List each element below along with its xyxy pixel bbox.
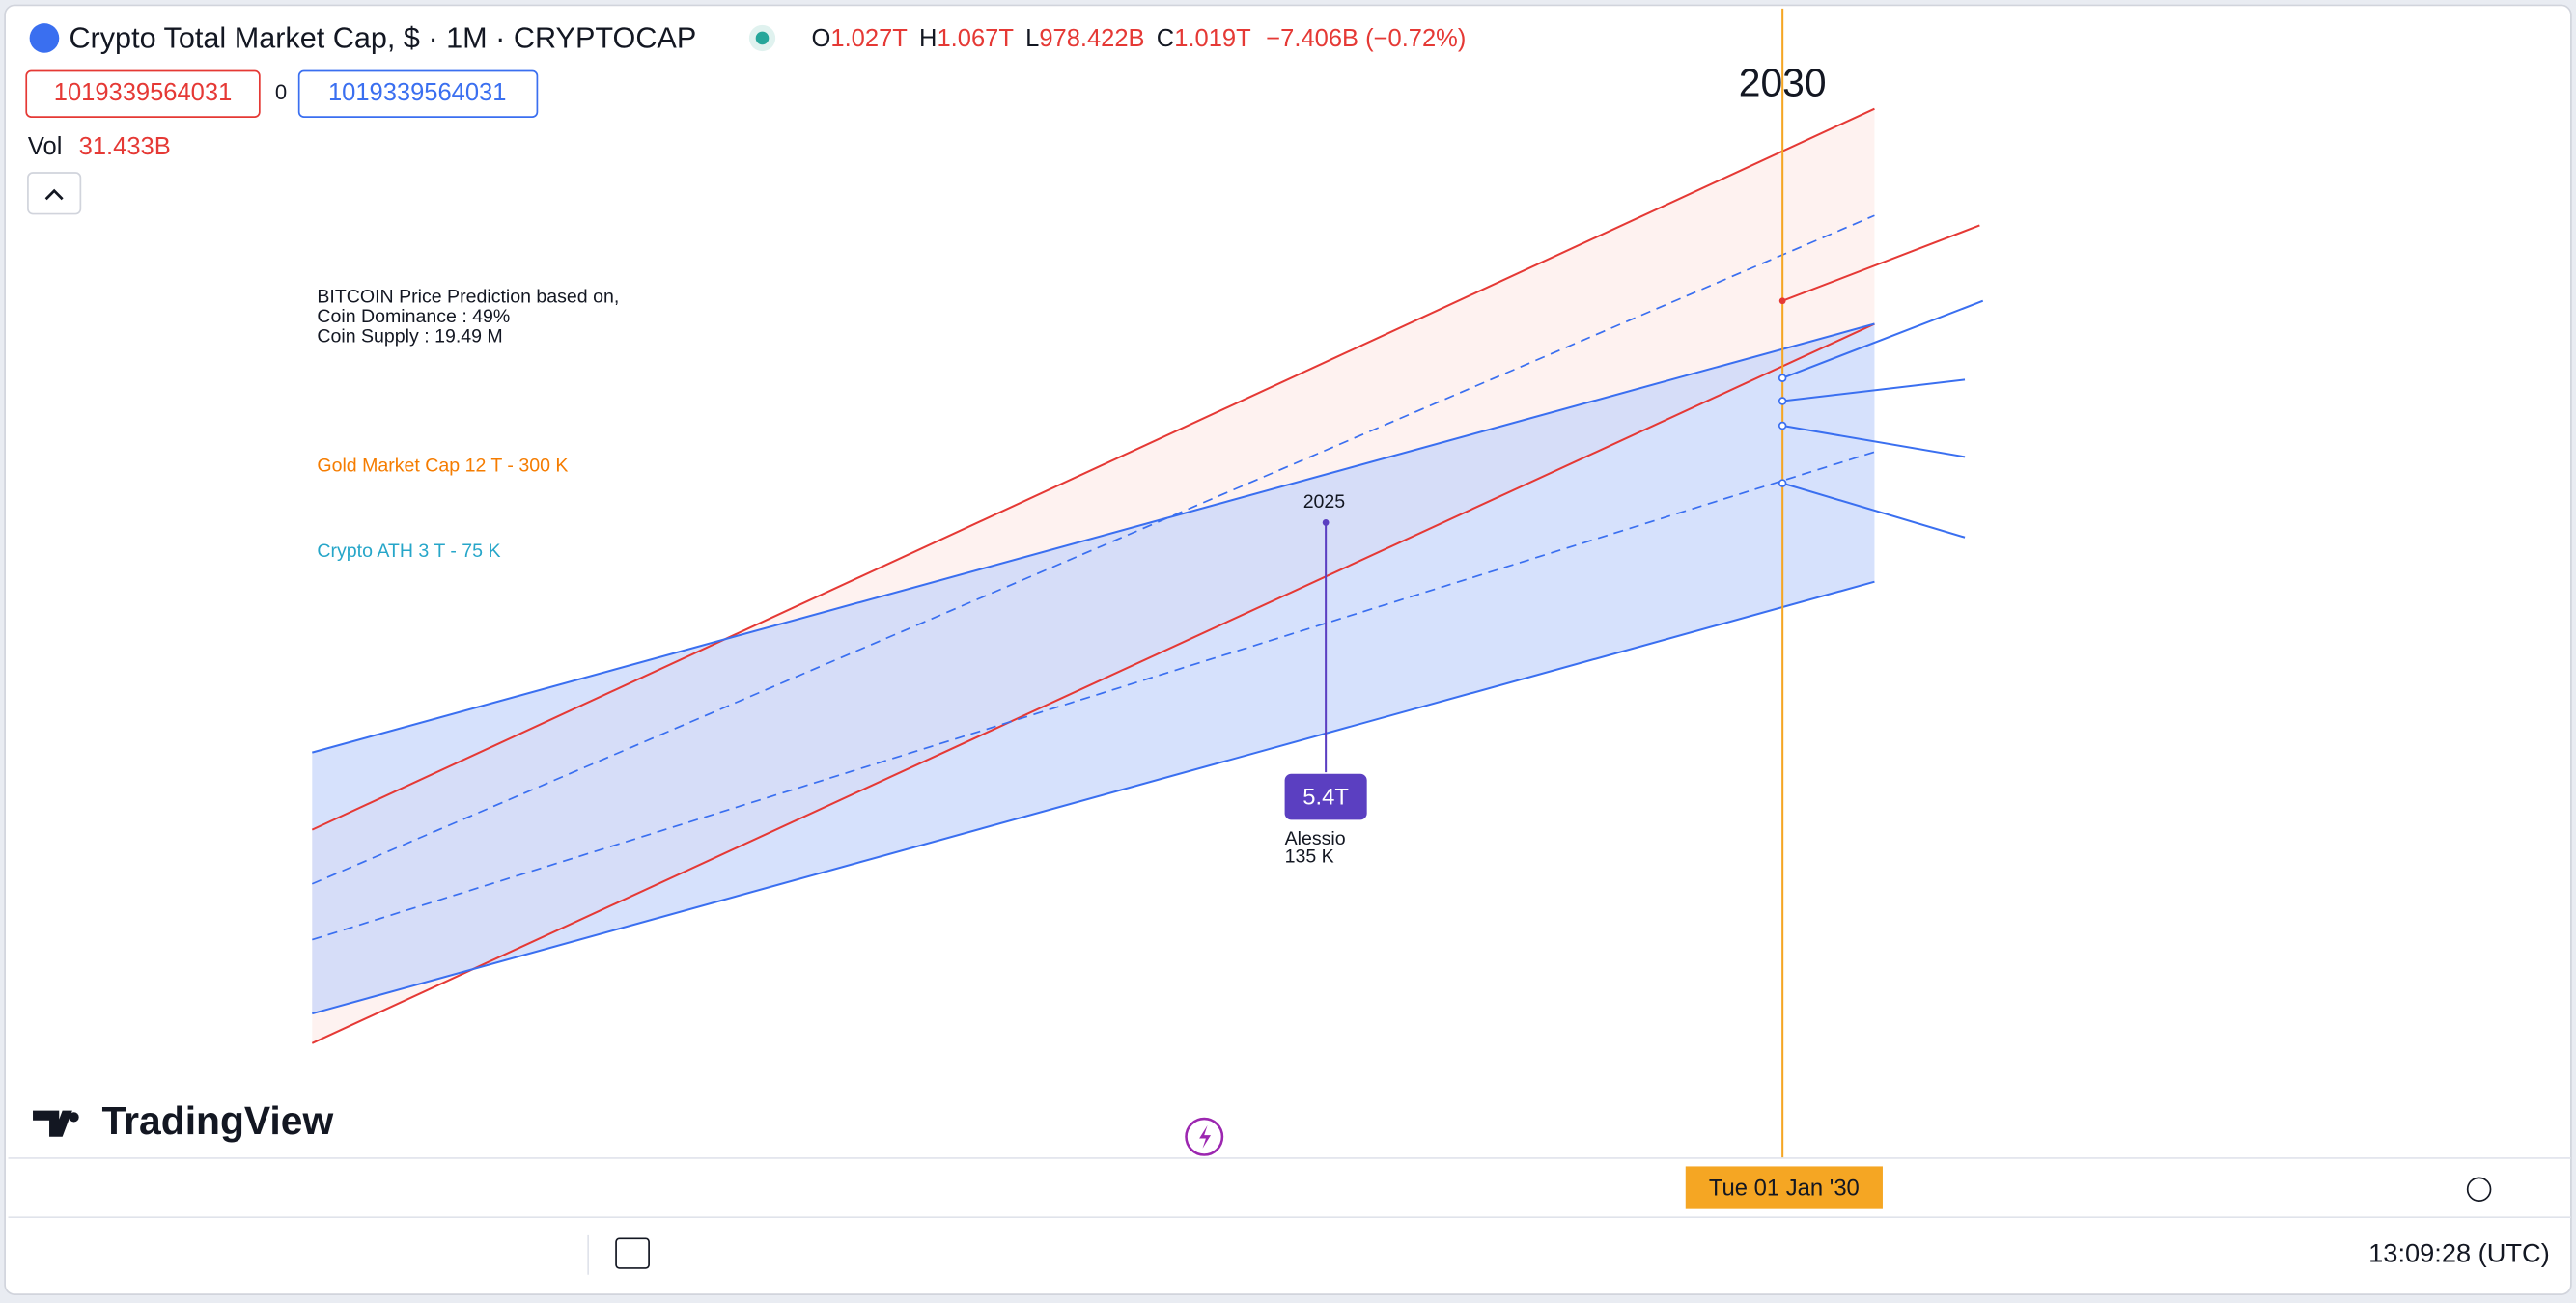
- alessio-name: Alessio: [1285, 828, 1346, 849]
- note: BITCOIN Price Prediction based on,: [317, 286, 619, 307]
- year-label: 2030: [1739, 61, 1827, 105]
- note: Coin Dominance : 49%: [317, 306, 510, 327]
- symbol-icon: [29, 23, 60, 53]
- gold-note: Gold Market Cap 12 T - 300 K: [317, 456, 568, 477]
- year-label: 2025: [1303, 491, 1346, 513]
- settings-icon[interactable]: [2466, 1177, 2492, 1203]
- clock: 13:09:28 (UTC): [2368, 1238, 2550, 1268]
- dashed-line: [311, 214, 1875, 885]
- ohlc-key: H: [919, 25, 937, 52]
- blue-channel: [312, 323, 1875, 1014]
- ohlc-value: 1.019T: [1174, 25, 1250, 52]
- ohlc-value: 978.422B: [1039, 25, 1144, 52]
- alessio-box: [1284, 773, 1367, 820]
- input-value: 1019339564031: [328, 79, 506, 106]
- input-value: 0: [275, 80, 287, 104]
- connector: [1781, 299, 1984, 379]
- lightning: [1199, 1124, 1212, 1149]
- blue-upper: [312, 322, 1875, 754]
- logo-icon: [33, 1110, 72, 1137]
- vol-value: 31.433B: [79, 133, 171, 160]
- symbol-title[interactable]: Crypto Total Market Cap, $ · 1M · CRYPTO…: [69, 21, 696, 54]
- vol-label: Vol: [28, 133, 62, 160]
- red-lower: [311, 322, 1875, 1044]
- anchor: [1778, 479, 1787, 487]
- red-upper: [311, 107, 1875, 831]
- status-dot: [755, 31, 770, 45]
- note: Coin Supply : 19.49 M: [317, 325, 502, 347]
- connector: [1782, 378, 1966, 402]
- ohlc: O1.027T H1.067T L978.422B C1.019T −7.406…: [812, 25, 1467, 52]
- collapse-button[interactable]: [27, 172, 82, 215]
- anchor: [1778, 374, 1787, 382]
- input-box[interactable]: [297, 69, 539, 119]
- cursor-date: Tue 01 Jan '30: [1709, 1176, 1860, 1202]
- input-box[interactable]: [25, 69, 261, 119]
- cursor-date-box: [1685, 1166, 1883, 1209]
- anchor: [1778, 297, 1786, 305]
- ohlc-key: O: [812, 25, 831, 52]
- chevron: [44, 188, 64, 201]
- anchor: [1778, 421, 1787, 430]
- ohlc-value: 1.067T: [937, 25, 1013, 52]
- ath-note: Crypto ATH 3 T - 75 K: [317, 541, 500, 562]
- dashed-line: [312, 451, 1875, 941]
- logo-icon: [69, 1112, 79, 1123]
- input-value: 1019339564031: [54, 79, 232, 106]
- anchor: [1322, 519, 1330, 526]
- connector: [1781, 425, 1966, 458]
- change: −7.406B (−0.72%): [1266, 25, 1466, 52]
- calendar-icon[interactable]: [615, 1237, 650, 1269]
- anchor: [1778, 397, 1787, 405]
- ohlc-key: L: [1025, 25, 1039, 52]
- logo: TradingView: [101, 1098, 333, 1143]
- connector: [1781, 482, 1966, 539]
- alessio-value: 5.4T: [1302, 785, 1349, 811]
- alessio-price: 135 K: [1285, 846, 1334, 868]
- ohlc-key: C: [1157, 25, 1174, 52]
- blue-lower: [312, 580, 1875, 1015]
- ohlc-value: 1.027T: [830, 25, 907, 52]
- connector: [1781, 224, 1980, 302]
